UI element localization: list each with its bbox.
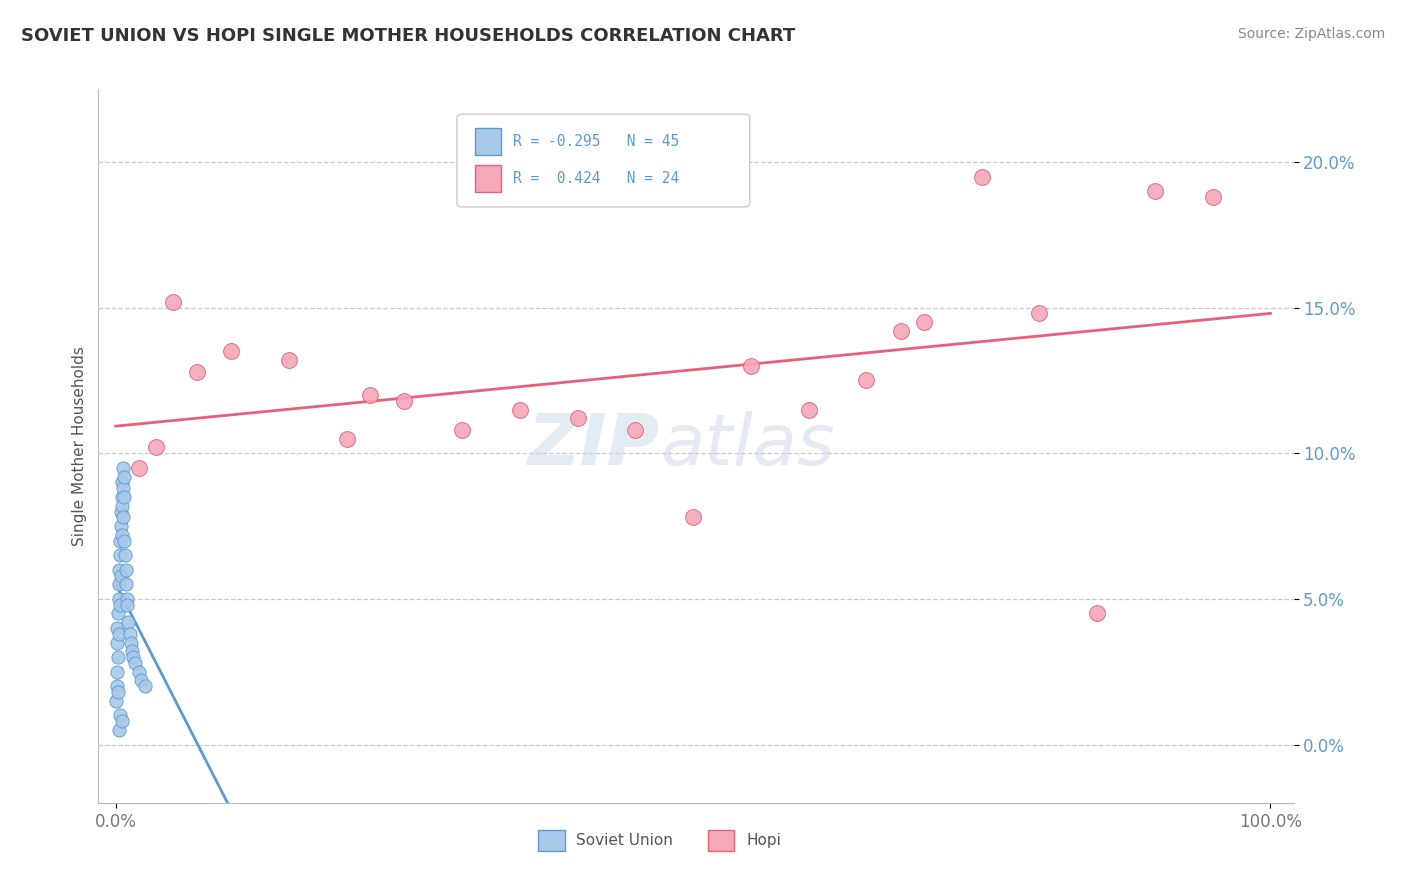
Point: [115, 577, 138, 591]
Point: [111, 460, 134, 475]
Text: Hopi: Hopi: [747, 833, 782, 848]
Point: [1143, 184, 1166, 198]
FancyBboxPatch shape: [457, 114, 749, 207]
Point: [110, 519, 132, 533]
Point: [110, 708, 132, 723]
Point: [278, 353, 301, 368]
Text: SOVIET UNION VS HOPI SINGLE MOTHER HOUSEHOLDS CORRELATION CHART: SOVIET UNION VS HOPI SINGLE MOTHER HOUSE…: [21, 27, 796, 45]
Point: [114, 563, 136, 577]
Point: [336, 432, 359, 446]
Point: [105, 694, 128, 708]
Text: atlas: atlas: [661, 411, 835, 481]
Point: [970, 169, 993, 184]
Point: [129, 673, 152, 688]
Bar: [475, 128, 501, 155]
Point: [111, 481, 134, 495]
Bar: [475, 165, 501, 192]
Point: [128, 460, 150, 475]
Y-axis label: Single Mother Households: Single Mother Households: [72, 346, 87, 546]
Point: [122, 650, 145, 665]
Point: [134, 679, 156, 693]
Bar: [709, 830, 734, 851]
Point: [162, 294, 184, 309]
Point: [110, 533, 132, 548]
Point: [110, 714, 132, 729]
Point: [110, 490, 132, 504]
Point: [112, 510, 135, 524]
Text: ZIP: ZIP: [527, 411, 661, 481]
Text: Source: ZipAtlas.com: Source: ZipAtlas.com: [1237, 27, 1385, 41]
Point: [108, 577, 131, 591]
Point: [186, 365, 208, 379]
Text: Soviet Union: Soviet Union: [576, 833, 673, 848]
Point: [115, 591, 138, 606]
Point: [624, 423, 647, 437]
Point: [219, 344, 242, 359]
Point: [128, 665, 150, 679]
Point: [114, 548, 136, 562]
Point: [1085, 607, 1108, 621]
Point: [117, 615, 139, 630]
Point: [108, 563, 131, 577]
Point: [118, 627, 141, 641]
Point: [121, 644, 143, 658]
Point: [112, 469, 135, 483]
Point: [359, 388, 381, 402]
Point: [682, 510, 704, 524]
Point: [912, 315, 935, 329]
Text: R =  0.424   N = 24: R = 0.424 N = 24: [513, 171, 679, 186]
Point: [111, 499, 134, 513]
Point: [1202, 190, 1225, 204]
Point: [451, 423, 474, 437]
Point: [740, 359, 762, 373]
Point: [105, 635, 128, 649]
Bar: [538, 830, 565, 851]
Point: [567, 411, 589, 425]
Text: R = -0.295   N = 45: R = -0.295 N = 45: [513, 134, 679, 149]
Point: [108, 598, 131, 612]
Point: [107, 607, 129, 621]
Point: [110, 568, 132, 582]
Point: [855, 374, 877, 388]
Point: [107, 591, 129, 606]
Point: [108, 723, 131, 737]
Point: [145, 441, 167, 455]
Point: [124, 656, 146, 670]
Point: [111, 528, 134, 542]
Point: [110, 504, 132, 518]
Point: [890, 324, 912, 338]
Point: [120, 635, 142, 649]
Point: [111, 475, 134, 490]
Point: [797, 402, 820, 417]
Point: [105, 621, 128, 635]
Point: [394, 393, 416, 408]
Point: [107, 650, 129, 665]
Point: [112, 533, 135, 548]
Point: [117, 598, 139, 612]
Point: [107, 685, 129, 699]
Point: [105, 679, 128, 693]
Point: [107, 665, 129, 679]
Point: [509, 402, 531, 417]
Point: [108, 627, 131, 641]
Point: [108, 548, 131, 562]
Point: [1028, 306, 1050, 320]
Point: [112, 490, 135, 504]
